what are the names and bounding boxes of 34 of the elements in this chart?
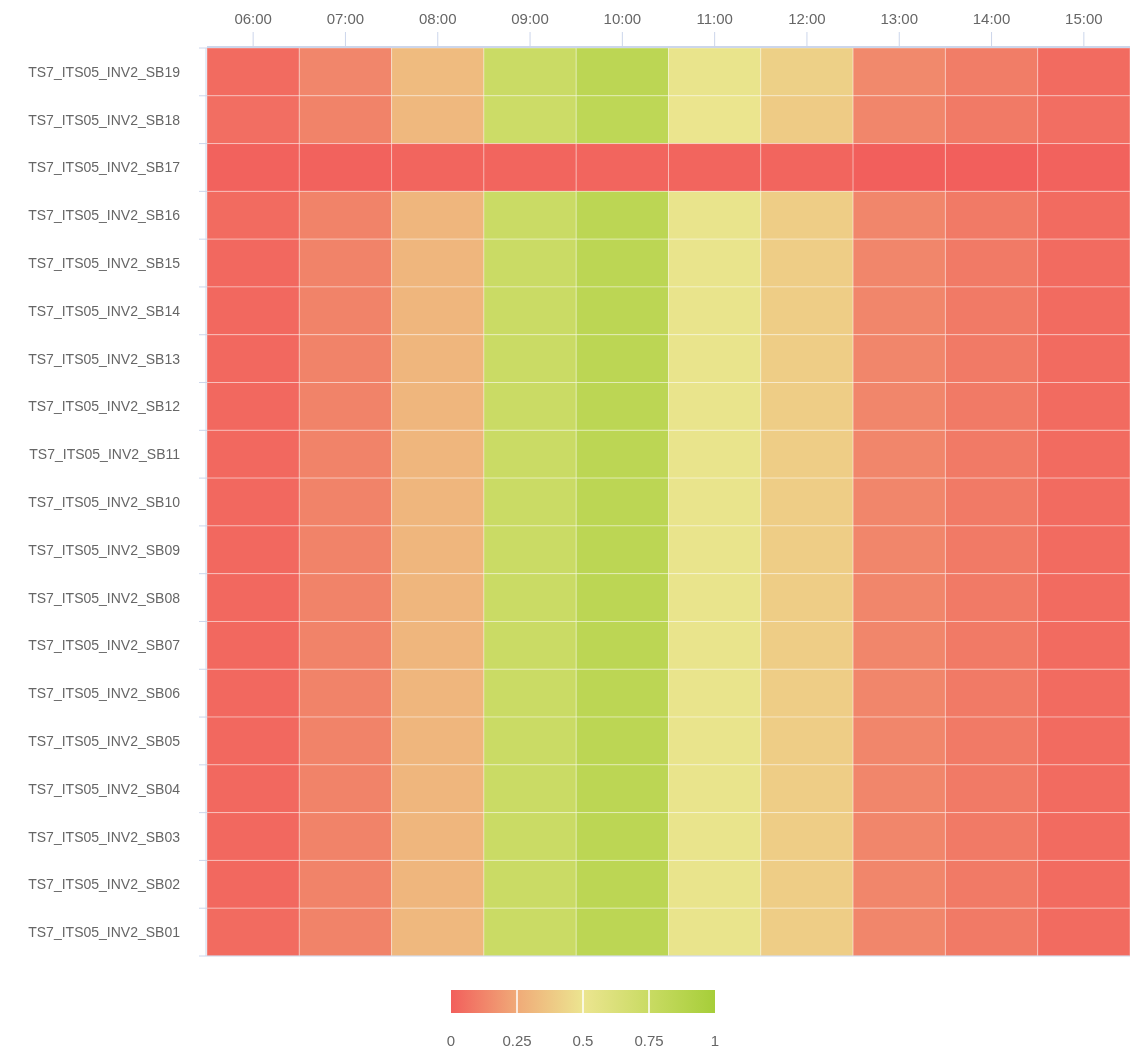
y-tick-label: TS7_ITS05_INV2_SB14 [28,302,181,319]
x-tick-label: 14:00 [972,10,1011,27]
x-tick-label: 09:00 [511,10,549,27]
y-tick-label: TS7_ITS05_INV2_SB09 [28,541,181,558]
color-bar-label: 0 [446,1032,456,1049]
y-tick-label: TS7_ITS05_INV2_SB03 [28,828,181,845]
y-tick-label: TS7_ITS05_INV2_SB01 [28,924,181,941]
y-tick-label: TS7_ITS05_INV2_SB13 [28,350,181,367]
y-tick-label: TS7_ITS05_INV2_SB19 [28,63,181,80]
x-tick-label: 11:00 [696,10,733,27]
y-tick-label: TS7_ITS05_INV2_SB05 [28,732,181,749]
y-tick-label: TS7_ITS05_INV2_SB10 [28,494,181,510]
color-bar-label: 1 [710,1032,720,1049]
y-tick-label: TS7_ITS05_INV2_SB17 [28,159,181,176]
color-bar-label: 0.75 [634,1032,664,1049]
x-tick-label: 13:00 [880,10,919,27]
y-tick-label: TS7_ITS05_INV2_SB12 [28,398,181,415]
y-tick-label: TS7_ITS05_INV2_SB04 [28,780,181,797]
y-tick-label: TS7_ITS05_INV2_SB07 [28,637,181,654]
y-tick-label: TS7_ITS05_INV2_SB18 [28,111,181,128]
x-tick-label: 07:00 [326,10,365,27]
x-tick-label: 08:00 [418,10,457,27]
y-tick-label: TS7_ITS05_INV2_SB02 [28,876,181,893]
y-tick-label: TS7_ITS05_INV2_SB11 [29,446,181,463]
y-tick-label: TS7_ITS05_INV2_SB15 [28,255,181,272]
x-tick-label: 15:00 [1065,10,1103,27]
color-bar-label: 0.25 [502,1032,532,1049]
x-tick-label: 12:00 [788,10,826,27]
y-tick-label: TS7_ITS05_INV2_SB06 [28,685,181,702]
y-tick-label: TS7_ITS05_INV2_SB08 [28,589,181,606]
y-tick-label: TS7_ITS05_INV2_SB16 [28,207,181,224]
color-bar-label: 0.5 [572,1032,594,1049]
x-tick-label: 06:00 [234,10,272,27]
x-tick-label: 10:00 [603,10,642,27]
